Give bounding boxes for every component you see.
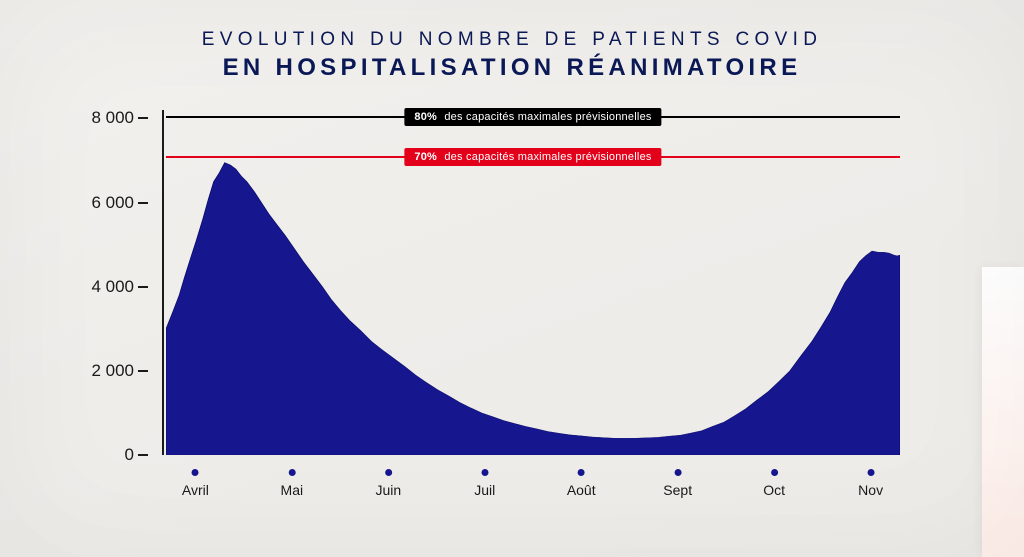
chart-container: 02 0004 0006 0008 000 80% des capacités …	[140, 110, 900, 510]
y-tick: 6 000	[44, 193, 134, 213]
threshold-line: 70% des capacités maximales prévisionnel…	[166, 156, 900, 158]
threshold-label: 80% des capacités maximales prévisionnel…	[404, 108, 661, 126]
x-tick-dot-icon	[481, 469, 488, 476]
x-tick: Août	[567, 469, 596, 498]
x-tick: Juin	[375, 469, 401, 498]
x-tick-label: Juil	[474, 482, 495, 498]
x-tick-label: Mai	[281, 482, 304, 498]
x-tick: Oct	[763, 469, 785, 498]
x-tick-dot-icon	[771, 469, 778, 476]
x-axis: Avril Mai Juin Juil Août Sept Oct Nov	[166, 455, 900, 510]
y-tick: 4 000	[44, 277, 134, 297]
threshold-line: 80% des capacités maximales prévisionnel…	[166, 116, 900, 118]
x-tick-dot-icon	[578, 469, 585, 476]
y-tick: 8 000	[44, 108, 134, 128]
x-tick-dot-icon	[288, 469, 295, 476]
edge-photo-sliver	[982, 267, 1024, 557]
chart-title-block: EVOLUTION DU NOMBRE DE PATIENTS COVID EN…	[0, 28, 1024, 82]
x-tick-label: Sept	[663, 482, 692, 498]
x-tick-dot-icon	[867, 469, 874, 476]
x-tick: Juil	[474, 469, 495, 498]
x-tick-label: Nov	[858, 482, 883, 498]
x-tick: Sept	[663, 469, 692, 498]
area-series	[166, 163, 900, 455]
y-tick: 2 000	[44, 361, 134, 381]
plot-area: 80% des capacités maximales prévisionnel…	[166, 110, 900, 455]
x-tick: Mai	[281, 469, 304, 498]
x-tick-label: Juin	[375, 482, 401, 498]
x-tick: Nov	[858, 469, 883, 498]
slide-canvas: { "title": { "line1": "EVOLUTION DU NOMB…	[0, 0, 1024, 557]
x-tick-label: Avril	[182, 482, 209, 498]
x-tick-dot-icon	[192, 469, 199, 476]
y-tick: 0	[44, 445, 134, 465]
x-tick-label: Août	[567, 482, 596, 498]
threshold-label: 70% des capacités maximales prévisionnel…	[404, 148, 661, 166]
x-tick: Avril	[182, 469, 209, 498]
x-tick-label: Oct	[763, 482, 785, 498]
x-tick-dot-icon	[674, 469, 681, 476]
chart-title-line2: EN HOSPITALISATION RÉANIMATOIRE	[0, 53, 1024, 82]
y-axis-line	[162, 110, 164, 455]
x-tick-dot-icon	[385, 469, 392, 476]
chart-title-line1: EVOLUTION DU NOMBRE DE PATIENTS COVID	[0, 28, 1024, 51]
